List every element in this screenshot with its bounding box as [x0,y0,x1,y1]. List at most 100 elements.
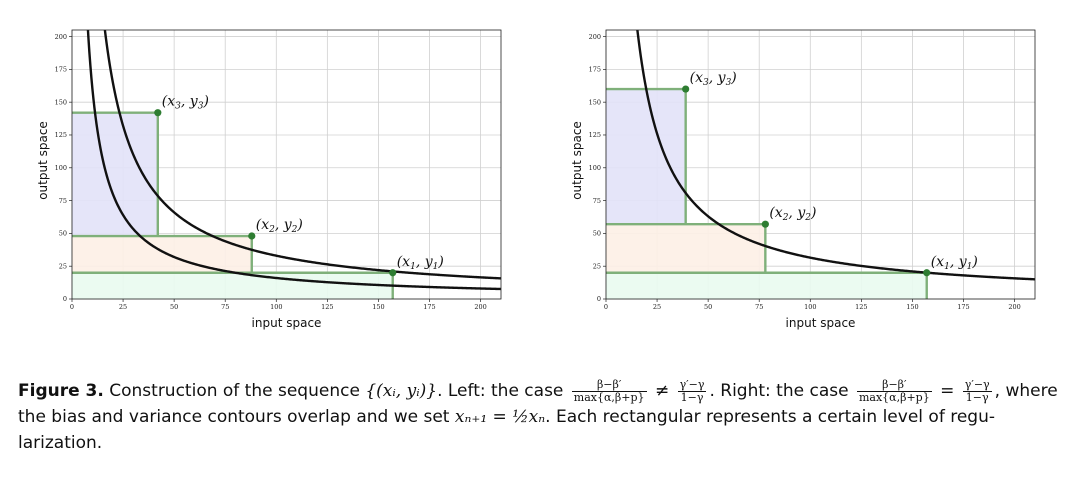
y-tick-label: 125 [589,131,601,139]
point-label-text: , y [788,205,806,221]
y-tick-label: 150 [55,98,67,106]
point-label-text: (x [397,254,410,270]
x-axis-label: input space [252,316,322,330]
point-label-text: ) [202,94,208,110]
x-tick-label: 0 [70,303,74,311]
point-label-subscript: 3 [198,102,204,112]
sequence-point-2 [248,232,256,240]
y-tick-label: 175 [589,66,601,74]
point-label-subscript: 2 [804,213,811,223]
y-tick-label: 200 [55,33,67,41]
point-label-text: ) [437,254,443,270]
fraction-2-den: 1−γ [680,390,704,404]
fraction-1: β−β′ max{α,β+p} [571,378,647,404]
point-label-2: (x2, y2) [769,205,816,223]
caption-text-5: where the bias and variance contours ove… [18,381,1058,427]
caption-figure-label: Figure 3. [18,381,104,401]
sequence-point-3 [682,85,690,93]
point-label-text: , y [275,217,293,233]
fraction-2: γ′−γ 1−γ [677,377,707,404]
point-label-subscript: 3 [703,78,709,88]
point-label-1: (x1, y1) [397,254,444,272]
fraction-4-num: γ′−γ [962,377,992,392]
point-label-subscript: 1 [433,262,439,272]
x-tick-label: 125 [855,303,867,311]
sequence-point-2 [761,220,769,228]
y-tick-label: 200 [589,33,601,41]
point-label-subscript: 1 [410,262,416,272]
right-plot-svg: 0 25 50 75 100 125 150 175 200 0 25 50 75 100 125 150 17… [570,29,1036,330]
point-label-text: (x [931,254,944,270]
left-plot-svg: 0 25 50 75 100 125 150 175 200 0 25 50 75 100 125 150 17… [36,29,502,330]
x-tick-label: 75 [221,303,229,311]
x-axis-label: input space [786,316,856,330]
y-tick-label: 50 [59,230,67,238]
point-label-subscript: 2 [782,213,789,223]
contour-curve-1 [103,30,501,280]
fraction-3-num: β−β′ [856,378,932,392]
contour-curve-2 [86,30,501,291]
fraction-1-num: β−β′ [571,378,647,392]
point-label-subscript: 3 [726,78,732,88]
y-tick-label: 0 [597,295,601,303]
point-label-3: (x3, y3) [162,94,209,112]
point-label-2: (x2, y2) [256,217,303,235]
point-label-subscript: 2 [268,225,275,235]
x-tick-label: 75 [755,303,763,311]
x-tick-label: 175 [957,303,969,311]
y-axis-label: output space [36,121,50,200]
point-label-text: ) [296,217,302,233]
x-tick-label: 200 [474,303,486,311]
y-tick-label: 75 [593,197,601,205]
x-tick-label: 175 [423,303,435,311]
x-tick-label: 150 [372,303,384,311]
region-rect-3 [606,89,686,225]
fraction-3: β−β′ max{α,β+p} [856,378,932,404]
point-label-text: (x [256,217,269,233]
point-label-subscript: 2 [291,225,298,235]
caption-text-2: . Left: the case [437,381,564,401]
region-rect-2 [606,224,766,273]
right-plot: 0 25 50 75 100 125 150 175 200 0 25 50 75 100 125 150 17… [534,0,1074,345]
axes-frame [605,29,1036,300]
not-equal-sign: ≠ [654,381,670,401]
fraction-2-num: γ′−γ [677,377,707,392]
point-label-text: ) [971,254,977,270]
region-rect-1 [606,272,927,299]
x-tick-label: 200 [1008,303,1020,311]
y-tick-label: 50 [593,230,601,238]
y-tick-label: 100 [589,164,601,172]
equal-sign: = [940,381,955,401]
x-tick-label: 100 [804,303,816,311]
caption-text-1: Construction of the sequence [109,381,360,401]
fraction-3-den: max{α,β+p} [858,390,930,404]
y-tick-label: 75 [59,197,67,205]
y-tick-label: 100 [55,164,67,172]
caption-text-7: larization. [18,433,103,453]
x-tick-label: 100 [270,303,282,311]
point-label-text: (x [162,94,175,110]
region-rect-3 [72,112,158,237]
region-rect-2 [72,236,252,273]
caption-text-4: , [994,381,1001,401]
sequence-point-1 [923,269,931,277]
axes-frame [71,29,502,300]
x-tick-label: 50 [170,303,178,311]
point-label-text: , y [709,70,727,86]
caption-math-update: xₙ₊₁ = ½xₙ [454,407,546,427]
y-tick-label: 150 [589,98,601,106]
point-label-subscript: 3 [175,102,181,112]
left-plot: 0 25 50 75 100 125 150 175 200 0 25 50 75 100 125 150 17… [0,0,540,345]
region-rect-1 [72,272,393,299]
caption-sequence: {(xᵢ, yᵢ)} [365,381,438,401]
x-tick-label: 125 [321,303,333,311]
y-tick-label: 125 [55,131,67,139]
fraction-1-den: max{α,β+p} [573,390,645,404]
y-tick-label: 25 [59,262,67,270]
point-label-text: (x [769,205,782,221]
point-label-1: (x1, y1) [931,254,978,272]
point-label-subscript: 1 [944,262,950,272]
contour-curve-1 [636,30,1035,281]
sequence-point-1 [389,269,397,277]
